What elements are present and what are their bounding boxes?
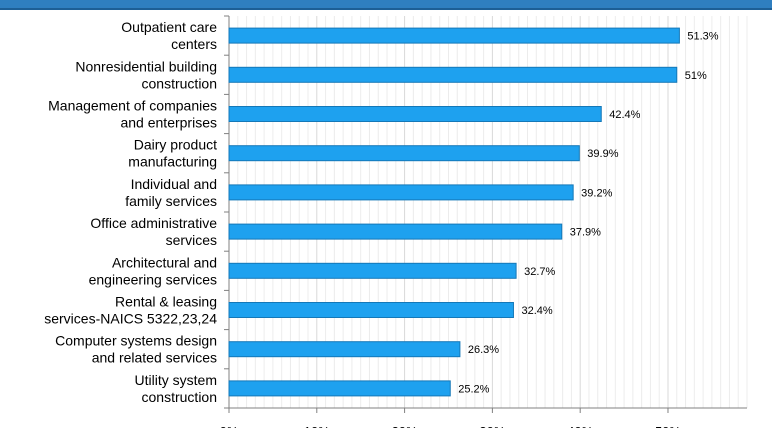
bar bbox=[228, 262, 517, 279]
category-label: Nonresidential building bbox=[75, 58, 217, 74]
bar bbox=[228, 184, 574, 201]
category-label: Office administrative bbox=[90, 215, 217, 231]
bar bbox=[228, 145, 580, 162]
category-label: manufacturing bbox=[128, 154, 217, 170]
bar bbox=[228, 27, 680, 44]
category-label: Computer systems design bbox=[55, 333, 217, 349]
x-tick-label: 20% bbox=[392, 424, 418, 428]
data-label: 51.3% bbox=[687, 31, 718, 43]
bar bbox=[228, 380, 451, 397]
data-label: 42.4% bbox=[609, 109, 640, 121]
data-label: 39.9% bbox=[587, 148, 618, 160]
x-tick-label: 0% bbox=[220, 424, 239, 428]
category-label: construction bbox=[142, 389, 217, 405]
category-label: Outpatient care bbox=[121, 19, 217, 35]
category-label: centers bbox=[171, 36, 217, 52]
data-label: 37.9% bbox=[570, 227, 601, 239]
category-label: Management of companies bbox=[48, 98, 217, 114]
data-label: 25.2% bbox=[458, 383, 489, 395]
data-label: 39.2% bbox=[581, 187, 612, 199]
category-label: and enterprises bbox=[120, 115, 217, 131]
bar bbox=[228, 302, 514, 318]
category-label: Rental & leasing bbox=[115, 294, 217, 310]
bar bbox=[228, 106, 602, 122]
title-bar bbox=[0, 0, 772, 10]
bar bbox=[228, 341, 461, 358]
data-label: 32.4% bbox=[521, 305, 552, 317]
x-tick-label: 30% bbox=[479, 424, 505, 428]
category-label: services-NAICS 5322,23,24 bbox=[44, 311, 217, 327]
data-label: 32.7% bbox=[524, 266, 555, 278]
bar bbox=[228, 223, 563, 240]
category-label: engineering services bbox=[89, 271, 217, 287]
x-tick-label: 10% bbox=[304, 424, 330, 428]
category-label: construction bbox=[142, 75, 217, 91]
category-label: Individual and bbox=[131, 176, 217, 192]
category-label: family services bbox=[125, 193, 217, 209]
category-label: Architectural and bbox=[112, 254, 217, 270]
data-label: 26.3% bbox=[468, 344, 499, 356]
category-label: and related services bbox=[92, 350, 217, 366]
bar bbox=[228, 66, 678, 83]
category-label: services bbox=[166, 232, 217, 248]
category-label: Utility system bbox=[135, 372, 217, 388]
x-tick-label: 50% bbox=[655, 424, 681, 428]
x-tick-label: 40% bbox=[567, 424, 593, 428]
category-label: Dairy product bbox=[134, 137, 217, 153]
data-label: 51% bbox=[685, 70, 707, 82]
